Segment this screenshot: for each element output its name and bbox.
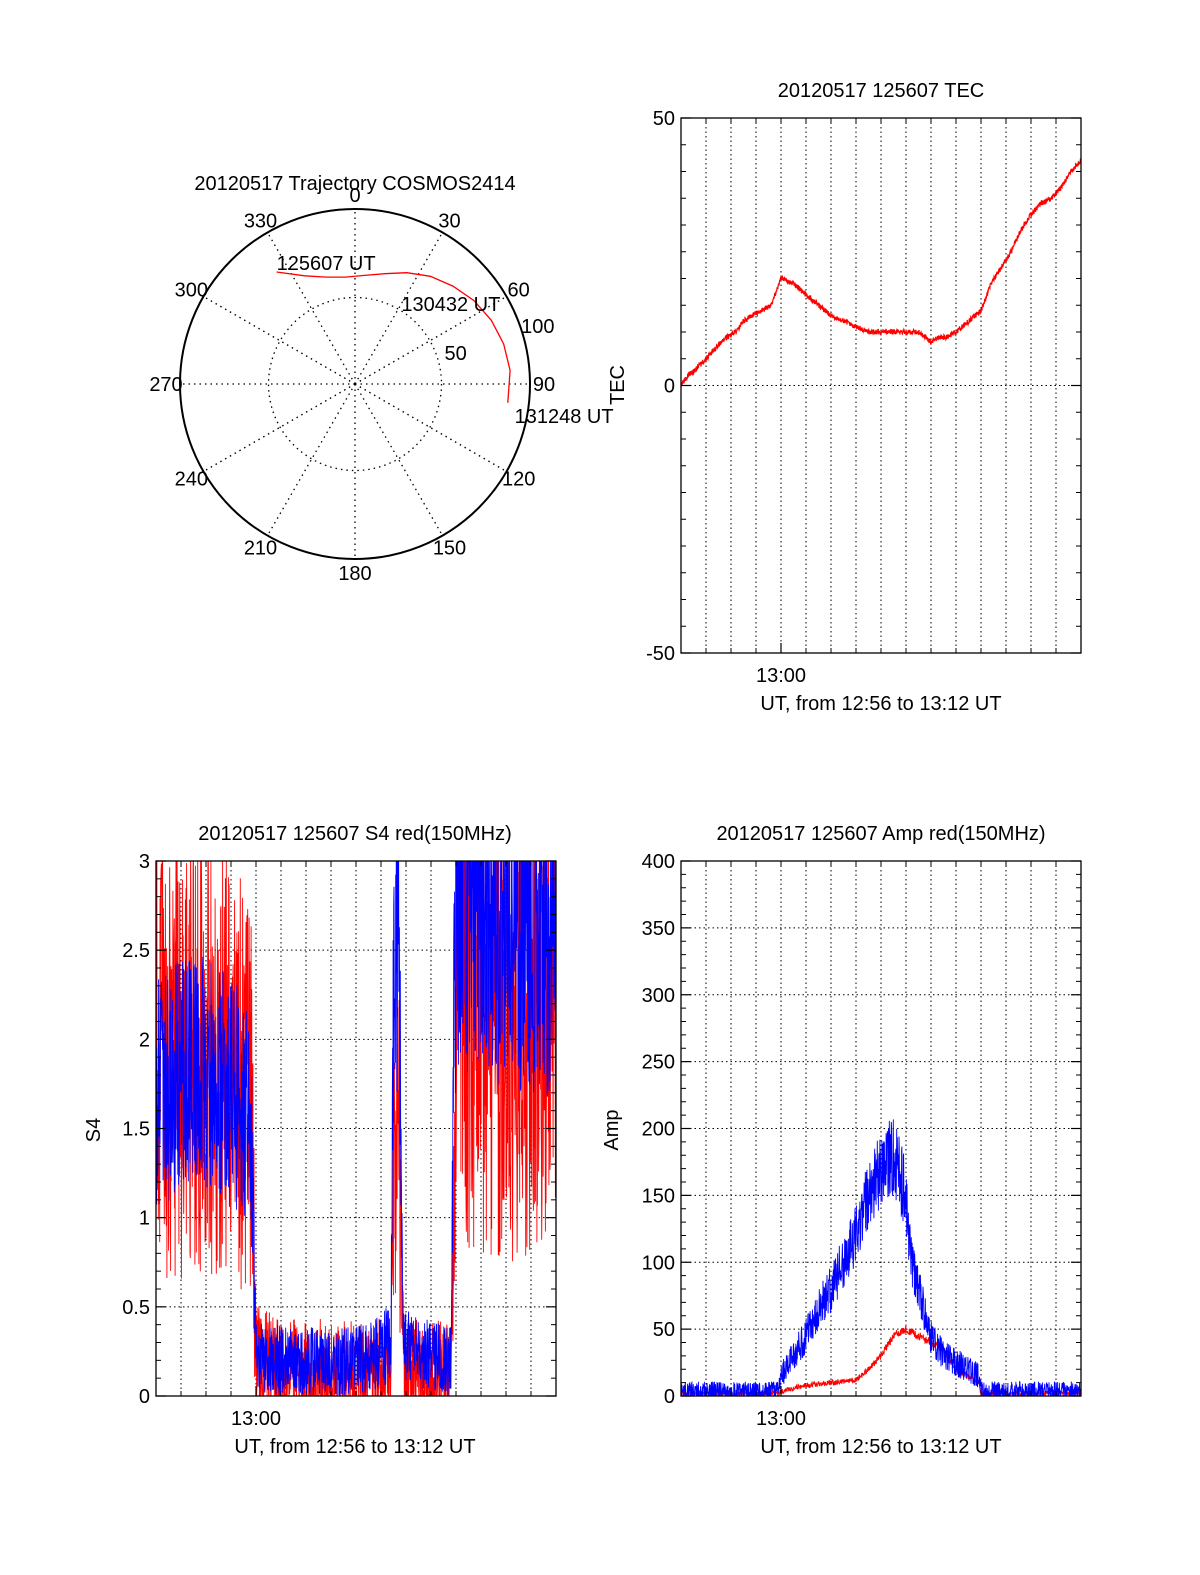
s4-ytick-label: 1.5	[122, 1119, 150, 1141]
trajectory-track	[276, 271, 511, 403]
trajectory-azimuth-label: 90	[533, 374, 555, 396]
trajectory-annotation: 125607 UT	[277, 253, 376, 275]
trajectory-spoke-300	[204, 296, 356, 385]
amp-title: 20120517 125607 Amp red(150MHz)	[716, 823, 1045, 845]
amp-xticks: 13:00	[705, 861, 1057, 1430]
trajectory-spoke-120	[354, 383, 506, 472]
trajectory-spoke-240	[204, 383, 356, 472]
tec-series-red	[681, 158, 1081, 389]
s4-ylabel: S4	[83, 1118, 105, 1142]
trajectory-azimuth-label: 270	[149, 374, 182, 396]
trajectory-azimuth-label: 30	[438, 210, 460, 232]
tec-grid	[681, 118, 1081, 653]
s4-ytick-label: 0.5	[122, 1297, 150, 1319]
trajectory-azimuth-label: 240	[175, 469, 208, 491]
amp-ylabel: Amp	[601, 1109, 623, 1150]
tec-ytick-label: -50	[646, 643, 675, 665]
s4-chart: 20120517 125607 S4 red(150MHz) UT, from …	[83, 823, 557, 1458]
tec-ytick-label: 50	[653, 108, 675, 130]
amp-ytick-label: 200	[642, 1119, 675, 1141]
tec-title: 20120517 125607 TEC	[778, 80, 984, 102]
s4-ytick-label: 2.5	[122, 940, 150, 962]
amp-ytick-label: 0	[664, 1386, 675, 1408]
trajectory-azimuth-label: 120	[502, 469, 535, 491]
trajectory-outer-circle	[179, 208, 531, 560]
tec-xlabel: UT, from 12:56 to 13:12 UT	[760, 693, 1001, 715]
trajectory-radial-labels: 50 100	[444, 316, 554, 365]
trajectory-azimuth-label: 180	[338, 563, 371, 585]
trajectory-annotation: 130432 UT	[401, 294, 500, 316]
trajectory-annotation: 131248 UT	[515, 406, 614, 428]
trajectory-chart: 20120517 Trajectory COSMOS2414 030609012…	[149, 173, 613, 585]
amp-yticks: 0 50 100 150 200 250 300 350 400	[642, 851, 1081, 1408]
amp-ytick-label: 400	[642, 851, 675, 873]
s4-ytick-label: 1	[139, 1208, 150, 1230]
s4-xlabel: UT, from 12:56 to 13:12 UT	[234, 1436, 475, 1458]
trajectory-azimuth-label: 0	[349, 185, 360, 207]
amp-ytick-label: 250	[642, 1052, 675, 1074]
trajectory-azimuth-labels: 0 30 60 90 120 150 180 210 240 270 300 330	[149, 185, 555, 585]
amp-chart: 20120517 125607 Amp red(150MHz) UT, from…	[601, 823, 1082, 1458]
trajectory-azimuth-label: 300	[175, 280, 208, 302]
trajectory-radial-label: 50	[444, 343, 466, 365]
s4-ytick-label: 2	[139, 1029, 150, 1051]
trajectory-spoke-30	[354, 233, 443, 385]
trajectory-radial-label: 100	[521, 316, 554, 338]
s4-xtick-label: 13:00	[231, 1408, 281, 1430]
s4-title: 20120517 125607 S4 red(150MHz)	[198, 823, 512, 845]
trajectory-annotations: 125607 UT 130432 UT 131248 UT	[277, 253, 614, 428]
tec-xticks: 13:00	[705, 118, 1057, 687]
s4-xticks: 13:00	[180, 861, 532, 1430]
trajectory-azimuth-label: 330	[244, 210, 277, 232]
amp-ytick-label: 300	[642, 985, 675, 1007]
amp-grid	[681, 861, 1081, 1396]
trajectory-azimuth-label: 210	[244, 538, 277, 560]
trajectory-azimuth-label: 150	[433, 538, 466, 560]
trajectory-spoke-330	[267, 233, 356, 385]
amp-ytick-label: 150	[642, 1185, 675, 1207]
trajectory-title: 20120517 Trajectory COSMOS2414	[194, 173, 515, 195]
amp-ytick-label: 50	[653, 1319, 675, 1341]
amp-ytick-label: 100	[642, 1252, 675, 1274]
trajectory-azimuth-label: 60	[508, 280, 530, 302]
tec-xtick-label: 13:00	[756, 665, 806, 687]
amp-xtick-label: 13:00	[756, 1408, 806, 1430]
s4-yticks: 0 0.5 1 1.5 2 2.5 3	[122, 851, 556, 1408]
trajectory-spoke-60	[354, 296, 506, 385]
trajectory-path	[276, 271, 511, 403]
s4-ytick-label: 0	[139, 1386, 150, 1408]
trajectory-ring-50	[267, 296, 443, 472]
tec-yticks: -50 0 50	[646, 108, 1081, 665]
s4-ytick-label: 3	[139, 851, 150, 873]
tec-ylabel: TEC	[607, 365, 629, 405]
trajectory-spoke-150	[354, 383, 443, 535]
trajectory-spoke-210	[267, 383, 356, 535]
tec-chart: 20120517 125607 TEC UT, from 12:56 to 13…	[607, 80, 1082, 715]
tec-ytick-label: 0	[664, 376, 675, 398]
amp-series-blue	[681, 1119, 1081, 1396]
amp-ytick-label: 350	[642, 918, 675, 940]
trajectory-grid	[179, 208, 531, 560]
amp-xlabel: UT, from 12:56 to 13:12 UT	[760, 1436, 1001, 1458]
s4-series-blue	[156, 861, 556, 1396]
